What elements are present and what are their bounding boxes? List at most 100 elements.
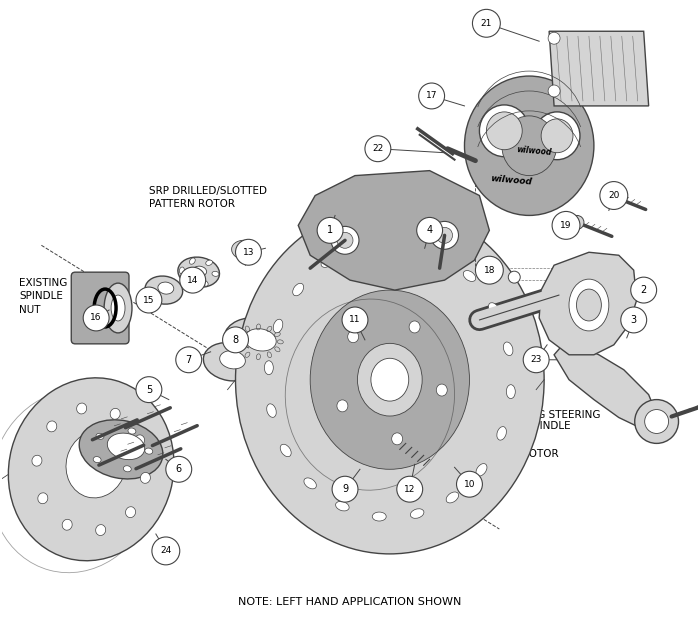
Circle shape xyxy=(604,188,618,203)
Circle shape xyxy=(475,256,503,284)
Ellipse shape xyxy=(244,329,276,351)
Circle shape xyxy=(570,215,584,229)
Polygon shape xyxy=(554,340,659,430)
Text: 4: 4 xyxy=(426,225,433,236)
Text: 6: 6 xyxy=(176,464,182,474)
Text: 17: 17 xyxy=(426,92,438,100)
Ellipse shape xyxy=(32,455,42,466)
Circle shape xyxy=(548,85,560,97)
Circle shape xyxy=(152,537,180,565)
Polygon shape xyxy=(549,31,649,106)
Text: 23: 23 xyxy=(531,355,542,365)
Ellipse shape xyxy=(265,361,273,374)
Circle shape xyxy=(635,400,678,443)
Ellipse shape xyxy=(190,258,195,264)
Ellipse shape xyxy=(220,351,246,369)
Ellipse shape xyxy=(358,343,422,416)
Ellipse shape xyxy=(141,472,150,484)
Ellipse shape xyxy=(409,321,420,333)
Circle shape xyxy=(136,377,162,402)
Ellipse shape xyxy=(111,295,125,321)
Circle shape xyxy=(331,226,359,254)
Ellipse shape xyxy=(145,448,153,454)
Ellipse shape xyxy=(502,116,556,175)
Ellipse shape xyxy=(410,509,424,518)
Ellipse shape xyxy=(178,257,220,287)
Ellipse shape xyxy=(93,456,101,463)
Circle shape xyxy=(416,218,442,243)
Ellipse shape xyxy=(232,240,259,260)
Ellipse shape xyxy=(506,384,515,399)
Ellipse shape xyxy=(476,464,487,476)
Text: wilwood: wilwood xyxy=(490,174,533,187)
Ellipse shape xyxy=(145,276,183,304)
Ellipse shape xyxy=(66,431,126,498)
Ellipse shape xyxy=(321,257,333,267)
Ellipse shape xyxy=(486,112,522,149)
Ellipse shape xyxy=(293,283,304,296)
Circle shape xyxy=(180,267,206,293)
Ellipse shape xyxy=(235,205,544,554)
Text: 16: 16 xyxy=(90,314,102,322)
Text: 12: 12 xyxy=(404,485,415,494)
Text: EXISTING STEERING
ARM, SPINDLE: EXISTING STEERING ARM, SPINDLE xyxy=(497,410,601,431)
Circle shape xyxy=(332,476,358,502)
Circle shape xyxy=(508,271,520,283)
Ellipse shape xyxy=(356,241,370,250)
Circle shape xyxy=(419,83,444,109)
Ellipse shape xyxy=(62,520,72,530)
Ellipse shape xyxy=(463,270,476,281)
Ellipse shape xyxy=(372,512,386,521)
Ellipse shape xyxy=(436,384,447,396)
Ellipse shape xyxy=(134,435,144,446)
Ellipse shape xyxy=(541,119,573,153)
Text: 8: 8 xyxy=(232,335,239,345)
Ellipse shape xyxy=(204,342,258,381)
Circle shape xyxy=(437,228,452,243)
Text: 18: 18 xyxy=(484,266,495,275)
Ellipse shape xyxy=(202,280,208,286)
Text: 10: 10 xyxy=(463,480,475,489)
Text: 2: 2 xyxy=(640,285,647,295)
Circle shape xyxy=(365,136,391,162)
Ellipse shape xyxy=(186,278,191,285)
Ellipse shape xyxy=(125,507,136,518)
Circle shape xyxy=(456,471,482,497)
Circle shape xyxy=(176,347,202,373)
Text: 19: 19 xyxy=(560,221,572,230)
Text: 24: 24 xyxy=(160,546,172,556)
Text: 7: 7 xyxy=(186,355,192,365)
Circle shape xyxy=(523,347,549,373)
Text: 22: 22 xyxy=(372,144,384,153)
Text: SRP DRILLED/SLOTTED
PATTERN ROTOR: SRP DRILLED/SLOTTED PATTERN ROTOR xyxy=(149,185,267,209)
Circle shape xyxy=(83,305,109,331)
Circle shape xyxy=(631,277,657,303)
Circle shape xyxy=(397,476,423,502)
Ellipse shape xyxy=(107,433,145,459)
Ellipse shape xyxy=(179,267,184,274)
Ellipse shape xyxy=(337,400,348,412)
Ellipse shape xyxy=(206,260,213,265)
Polygon shape xyxy=(298,170,489,290)
Ellipse shape xyxy=(304,478,316,489)
Circle shape xyxy=(235,239,261,265)
Circle shape xyxy=(645,410,668,433)
Text: 3: 3 xyxy=(631,315,637,325)
Ellipse shape xyxy=(310,290,470,469)
Circle shape xyxy=(223,327,248,353)
Circle shape xyxy=(317,218,343,243)
Ellipse shape xyxy=(123,466,131,472)
Ellipse shape xyxy=(96,525,106,536)
Circle shape xyxy=(552,211,580,239)
Ellipse shape xyxy=(446,492,459,503)
Ellipse shape xyxy=(371,358,409,401)
Ellipse shape xyxy=(76,403,87,414)
Ellipse shape xyxy=(158,282,174,294)
Ellipse shape xyxy=(577,289,601,321)
Polygon shape xyxy=(539,252,637,355)
Text: NOTE: LEFT HAND APPLICATION SHOWN: NOTE: LEFT HAND APPLICATION SHOWN xyxy=(238,596,462,607)
Text: 1: 1 xyxy=(327,225,333,236)
Ellipse shape xyxy=(47,421,57,432)
Circle shape xyxy=(621,307,647,333)
Circle shape xyxy=(166,456,192,482)
